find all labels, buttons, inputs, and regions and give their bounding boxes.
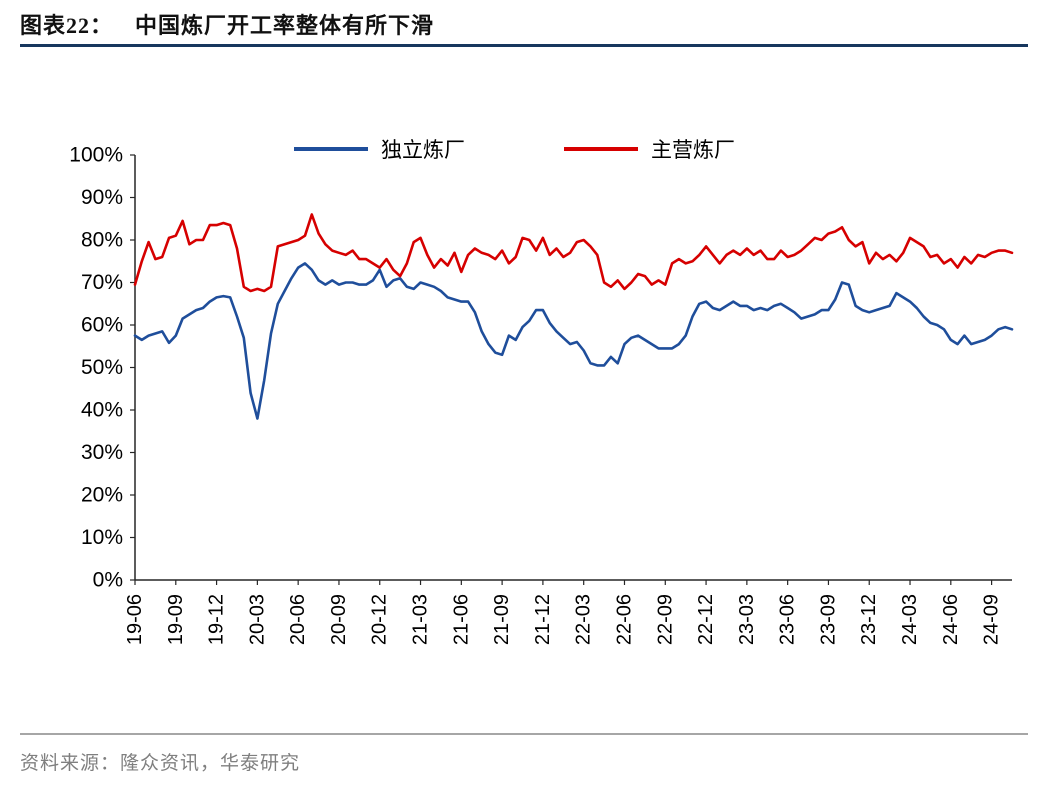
x-tick-label: 24-09 [981, 594, 1003, 645]
legend-item-main: 主营炼厂 [564, 134, 735, 164]
refinery-utilization-line-chart: 0% 10% 20% 30% 40% 50% 60% 70% 80% 90% 100% 19-06 19… [69, 144, 1014, 645]
x-tick-label: 23-12 [858, 594, 880, 645]
legend-label-main: 主营炼厂 [651, 138, 735, 162]
series-line-main [133, 213, 1014, 293]
legend-line-red [564, 147, 638, 151]
x-tick-label: 24-03 [899, 594, 921, 645]
series-line-independent [133, 262, 1014, 420]
y-tick-label: 80% [81, 229, 123, 252]
x-tick-label: 24-06 [940, 594, 962, 645]
data-source-note: 资料来源：隆众资讯，华泰研究 [20, 753, 301, 774]
chart-number: 图表22： [20, 13, 114, 38]
y-tick-label: 50% [81, 356, 123, 379]
x-tick-label: 20-09 [328, 594, 350, 645]
x-tick-label: 23-09 [817, 594, 839, 645]
legend: 独立炼厂 主营炼厂 [294, 134, 735, 164]
x-tick-label: 22-09 [654, 594, 676, 645]
x-tick-label: 21-03 [410, 594, 432, 645]
chart-area: 独立炼厂 主营炼厂 0% 10% 20% 30% 40% 50% 60% 70% 80% 90% 1… [0, 100, 1048, 720]
x-tick-label: 20-03 [246, 594, 268, 645]
y-tick-label: 100% [69, 144, 123, 167]
x-tick-label: 19-06 [124, 594, 146, 645]
footer-divider [20, 733, 1028, 735]
x-tick-label: 20-12 [369, 594, 391, 645]
y-tick-label: 30% [81, 441, 123, 464]
legend-line-blue [294, 147, 368, 151]
title-underline [20, 44, 1028, 47]
y-tick-label: 60% [81, 314, 123, 337]
x-tick-label: 19-09 [165, 594, 187, 645]
x-tick-label: 23-06 [777, 594, 799, 645]
x-tick-label: 21-06 [450, 594, 472, 645]
y-tick-label: 90% [81, 186, 123, 209]
x-tick-label: 22-03 [573, 594, 595, 645]
x-tick-label: 20-06 [287, 594, 309, 645]
x-tick-label: 19-12 [206, 594, 228, 645]
legend-item-independent: 独立炼厂 [294, 134, 465, 164]
y-tick-label: 20% [81, 484, 123, 507]
y-tick-label: 40% [81, 399, 123, 422]
x-tick-label: 23-03 [736, 594, 758, 645]
y-tick-label: 10% [81, 526, 123, 549]
y-tick-label: 70% [81, 271, 123, 294]
x-tick-label: 22-06 [613, 594, 635, 645]
page-title: 中国炼厂开工率整体有所下滑 [135, 13, 435, 38]
x-tick-label: 21-09 [491, 594, 513, 645]
x-tick-label: 22-12 [695, 594, 717, 645]
chart-header: 图表22： 中国炼厂开工率整体有所下滑 [20, 8, 1028, 48]
legend-label-independent: 独立炼厂 [381, 138, 465, 162]
y-tick-label: 0% [93, 569, 123, 592]
x-tick-label: 21-12 [532, 594, 554, 645]
